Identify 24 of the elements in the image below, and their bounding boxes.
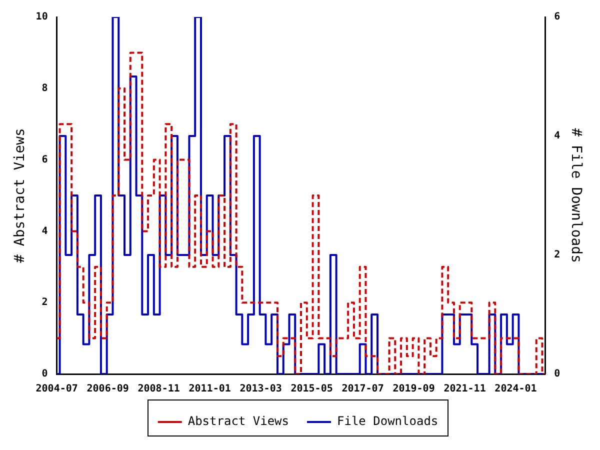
- x-tick-label: 2021-11: [444, 384, 486, 395]
- x-tick-label: 2019-09: [392, 384, 435, 395]
- x-tick-label: 2008-11: [138, 384, 180, 395]
- y2-axis-title: # File Downloads: [568, 128, 584, 263]
- x-tick-label: 2006-09: [86, 384, 129, 395]
- x-tick-label: 2011-01: [188, 384, 231, 395]
- legend-label: File Downloads: [337, 414, 438, 428]
- y2-tick-label: 6: [554, 12, 560, 23]
- x-tick-label: 2013-03: [240, 384, 282, 395]
- x-tick-label: 2004-07: [36, 384, 78, 395]
- y2-tick-label: 4: [554, 130, 560, 142]
- y2-tick-label: 2: [554, 250, 560, 261]
- y-tick-label: 10: [36, 12, 48, 23]
- y2-tick-label: 0: [554, 368, 560, 380]
- x-tick-label: 2024-01: [494, 384, 537, 395]
- y-tick-label: 4: [42, 226, 48, 237]
- legend-label: Abstract Views: [188, 414, 290, 428]
- y-tick-label: 0: [42, 368, 48, 380]
- x-tick-label: 2015-05: [290, 384, 333, 395]
- y-tick-label: 8: [42, 82, 48, 94]
- y-tick-label: 6: [42, 154, 48, 166]
- y-tick-label: 2: [42, 297, 48, 308]
- x-tick-label: 2017-07: [342, 384, 384, 395]
- y-axis-title: # Abstract Views: [12, 128, 28, 263]
